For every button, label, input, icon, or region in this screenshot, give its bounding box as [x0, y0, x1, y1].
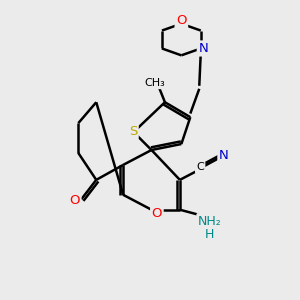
Text: O: O — [70, 194, 80, 207]
Text: N: N — [219, 149, 229, 162]
Text: C: C — [196, 162, 204, 172]
Text: O: O — [152, 207, 162, 220]
Text: H: H — [205, 228, 214, 241]
Text: CH₃: CH₃ — [144, 78, 165, 88]
Text: NH₂: NH₂ — [198, 214, 222, 228]
Text: S: S — [129, 125, 137, 138]
Text: O: O — [176, 14, 187, 27]
Text: N: N — [198, 42, 208, 55]
